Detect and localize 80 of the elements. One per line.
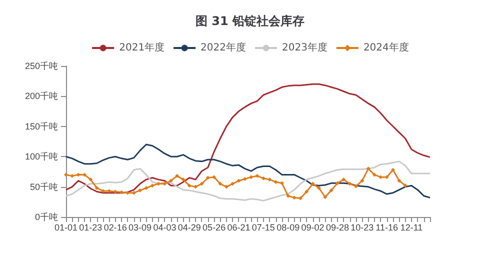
point — [218, 182, 222, 186]
legend-label: 2021年度 — [119, 42, 165, 54]
line-series — [65, 160, 431, 202]
point — [107, 189, 112, 194]
point — [242, 176, 247, 181]
y-tick-label: 0千吨 — [34, 212, 58, 222]
point — [298, 196, 302, 200]
point — [384, 175, 389, 180]
point — [181, 178, 186, 182]
point — [249, 175, 254, 180]
x-tick-label: 03-09 — [128, 222, 152, 232]
point — [329, 188, 334, 192]
point — [200, 182, 204, 186]
y-tick-label: 200千吨 — [24, 91, 58, 102]
point — [236, 178, 241, 183]
x-tick-label: 05-26 — [202, 222, 226, 232]
y-tick-label: 150千吨 — [24, 121, 58, 132]
chart-title: 图 31 铅锭社会库存 — [195, 14, 305, 28]
point — [390, 168, 395, 172]
point — [280, 181, 284, 186]
point — [70, 174, 74, 178]
x-tick-label: 12-11 — [400, 222, 423, 232]
legend-label: 2022年度 — [200, 42, 246, 54]
x-tick-label: 11-16 — [376, 222, 398, 232]
x-tick-label: 09-02 — [301, 222, 324, 232]
x-tick-label: 07-15 — [252, 222, 275, 232]
line-series — [65, 144, 431, 198]
point — [274, 180, 278, 184]
point — [194, 184, 198, 189]
x-tick-label: 09-28 — [326, 222, 349, 232]
point — [354, 184, 358, 188]
point — [120, 190, 124, 194]
point — [360, 178, 364, 183]
line-series — [65, 83, 431, 194]
point — [113, 190, 118, 194]
point — [268, 178, 272, 182]
y-tick-label: 250千吨 — [24, 61, 58, 71]
point — [372, 172, 376, 177]
x-tick-label: 02-16 — [104, 222, 127, 232]
point — [144, 186, 148, 190]
x-tick-label: 04-29 — [178, 222, 201, 232]
point — [323, 195, 328, 200]
point — [88, 178, 93, 182]
point — [230, 182, 235, 186]
x-tick-label: 01-01 — [54, 222, 78, 232]
point — [310, 182, 315, 186]
point — [292, 196, 296, 200]
point — [286, 194, 290, 198]
point — [255, 174, 260, 178]
point — [261, 176, 266, 180]
point — [366, 166, 370, 171]
legend-label: 2024年度 — [363, 42, 409, 54]
point — [206, 176, 210, 180]
point — [342, 178, 346, 182]
point — [187, 184, 192, 188]
x-tick-label: 08-09 — [276, 222, 300, 232]
point — [175, 174, 180, 178]
point — [132, 190, 136, 195]
x-tick-label: 10-23 — [350, 222, 374, 232]
legend-label: 2023年度 — [282, 42, 328, 54]
y-tick-label: 50千吨 — [30, 182, 58, 192]
point — [378, 175, 383, 180]
point — [168, 178, 173, 183]
point — [138, 188, 142, 192]
point — [212, 175, 216, 180]
point — [316, 186, 321, 190]
point — [403, 184, 408, 188]
point — [82, 172, 87, 177]
point — [94, 186, 99, 190]
point — [304, 190, 309, 194]
x-tick-label: 01-23 — [79, 222, 102, 232]
point — [335, 181, 340, 186]
y-tick-label: 100千吨 — [24, 152, 58, 162]
point — [64, 172, 68, 177]
x-tick-label: 06-21 — [227, 222, 250, 232]
x-tick-label: 04-03 — [153, 222, 176, 232]
point — [397, 178, 402, 183]
point — [150, 184, 154, 188]
point — [348, 182, 352, 186]
point — [224, 184, 228, 189]
